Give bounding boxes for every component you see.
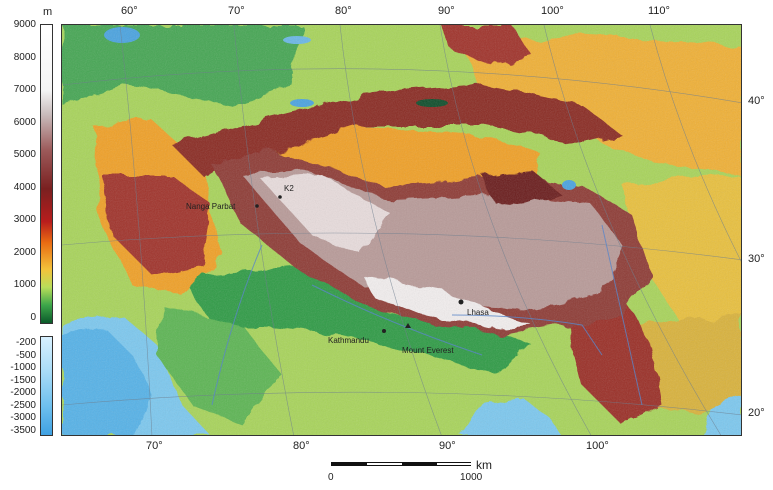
depth-tick-4: -2000 [10, 387, 36, 398]
depth-tick-1: -500 [15, 349, 36, 361]
label-kathmandu: Kathmandu [328, 336, 369, 345]
scale-unit: km [476, 458, 492, 472]
rivers [211, 224, 643, 406]
scale-segment-4 [437, 463, 472, 465]
meridian-100-110 [543, 25, 722, 435]
depth-tick-6: -3000 [10, 412, 36, 423]
depth-tick-2: -1000 [10, 362, 36, 373]
marker-lhasa[interactable] [458, 299, 464, 305]
river-indus [211, 244, 263, 406]
elevation-tick-9: 0 [30, 311, 36, 323]
river-mekong [601, 224, 643, 406]
scale-segment-2 [367, 463, 402, 465]
scale-segment-1 [332, 463, 367, 465]
elevation-tick-3: 6000 [13, 116, 36, 128]
depth-color-bar [40, 336, 53, 436]
river-ganges [311, 284, 483, 356]
parallel-20 [62, 391, 741, 416]
longitude-bottom-0: 70° [146, 440, 163, 452]
marker-nanga-parbat[interactable] [255, 204, 259, 208]
longitude-bottom-1: 80° [293, 440, 310, 452]
elevation-tick-5: 4000 [13, 181, 36, 193]
relief-map-canvas: Nanga Parbat K2 Lhasa Kathmandu Mount Ev… [62, 25, 741, 435]
marker-kathmandu[interactable] [382, 329, 386, 333]
relief-map[interactable]: Nanga Parbat K2 Lhasa Kathmandu Mount Ev… [61, 24, 742, 436]
meridian-60-70 [119, 25, 153, 435]
meridian-80-90 [339, 25, 442, 435]
longitude-top-5: 110° [648, 5, 670, 17]
depth-tick-3: -1500 [10, 374, 36, 386]
parallel-30 [62, 232, 741, 261]
legend-unit: m [43, 6, 53, 18]
depth-tick-0: -200 [15, 337, 36, 348]
depth-tick-7: -3500 [10, 424, 36, 436]
relief-shading [62, 25, 741, 435]
label-mount-everest: Mount Everest [402, 346, 454, 355]
marker-mount-everest[interactable] [405, 323, 411, 328]
label-lhasa: Lhasa [467, 308, 489, 317]
meridian-110 [649, 25, 741, 262]
scale-end-label: 1000 [460, 472, 483, 483]
label-k2: K2 [284, 184, 294, 193]
longitude-bottom-3: 100° [586, 440, 609, 452]
latitude-1: 30° [748, 253, 765, 265]
elevation-tick-1: 8000 [13, 51, 36, 63]
scale-segment-3 [402, 463, 437, 465]
elevation-tick-0: 9000 [13, 19, 36, 30]
place-labels: Nanga Parbat K2 Lhasa Kathmandu Mount Ev… [186, 184, 489, 355]
elevation-tick-7: 2000 [13, 246, 36, 258]
elevation-color-bar [40, 24, 53, 324]
label-nanga-parbat: Nanga Parbat [186, 202, 236, 211]
elevation-tick-2: 7000 [13, 84, 36, 95]
meridian-90-100 [439, 25, 592, 435]
river-brahmaputra [451, 314, 603, 356]
longitude-bottom-2: 90° [439, 440, 456, 452]
scale-start-label: 0 [328, 472, 334, 483]
elevation-tick-8: 1000 [13, 279, 36, 290]
place-markers [255, 195, 464, 333]
longitude-top-4: 100° [541, 5, 564, 17]
meridian-70-80 [233, 25, 294, 435]
elevation-tick-4: 5000 [13, 149, 36, 160]
longitude-top-1: 70° [228, 5, 245, 17]
longitude-top-0: 60° [121, 5, 138, 17]
parallel-40 [62, 68, 741, 103]
graticule [62, 25, 741, 435]
depth-tick-5: -2500 [10, 399, 36, 411]
latitude-2: 20° [748, 407, 765, 419]
scale-bar [331, 462, 472, 466]
elevation-tick-6: 3000 [13, 214, 36, 225]
latitude-0: 40° [748, 95, 765, 107]
longitude-top-2: 80° [335, 5, 352, 17]
longitude-top-3: 90° [438, 5, 455, 17]
marker-k2[interactable] [278, 195, 282, 199]
